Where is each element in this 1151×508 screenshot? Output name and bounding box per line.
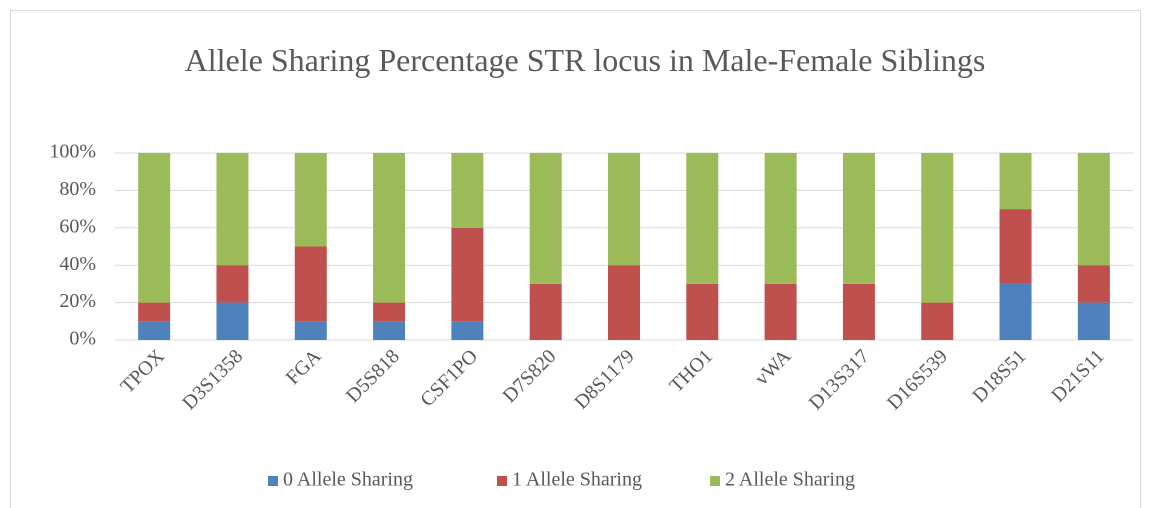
bar-segment: [373, 302, 406, 322]
bar-segment: [216, 153, 249, 266]
legend-label: 1 Allele Sharing: [512, 469, 642, 491]
bar-segment: [999, 209, 1032, 284]
bar-segment: [686, 283, 719, 340]
chart-border: [10, 10, 1141, 508]
y-tick-label: 60%: [59, 215, 96, 237]
legend-label: 2 Allele Sharing: [725, 469, 855, 491]
legend-swatch: [268, 476, 278, 486]
x-tick-label: THO1: [665, 345, 717, 397]
bar-segment: [529, 283, 562, 340]
x-tick-label: D8S1179: [570, 345, 638, 413]
bar-segment: [842, 283, 875, 340]
bar-segment: [373, 321, 406, 340]
x-tick-label: D5S818: [342, 345, 404, 407]
x-tick-label: D13S317: [805, 345, 874, 414]
bar-segment: [138, 302, 171, 322]
bar-segment: [921, 153, 954, 303]
x-tick-label: D16S539: [883, 345, 952, 414]
x-tick-label: D3S1358: [178, 345, 247, 414]
bar-segment: [608, 153, 640, 266]
x-tick-label: vWA: [751, 345, 796, 390]
bar-segment: [451, 227, 484, 322]
bar-segment: [373, 153, 406, 303]
legend-label: 0 Allele Sharing: [283, 469, 413, 491]
legend-swatch: [710, 476, 720, 486]
bar-segment: [842, 153, 875, 284]
y-tick-label: 40%: [59, 253, 96, 275]
bar-segment: [608, 265, 640, 340]
bar-segment: [529, 153, 562, 284]
bar-segment: [921, 302, 954, 340]
legend-swatch: [497, 476, 507, 486]
y-tick-label: 80%: [59, 178, 96, 200]
bar-segment: [294, 246, 327, 322]
bar-segment: [1077, 265, 1110, 303]
bar-segment: [216, 265, 249, 303]
x-tick-label: D18S51: [968, 345, 1030, 407]
bar-segment: [764, 283, 797, 340]
y-tick-label: 100%: [49, 141, 96, 163]
bar-segment: [1077, 302, 1110, 340]
y-tick-label: 0%: [69, 328, 96, 350]
bar-segment: [1077, 153, 1110, 266]
chart-title: Allele Sharing Percentage STR locus in M…: [184, 42, 986, 78]
bar-segment: [138, 321, 171, 340]
bar-segment: [451, 153, 484, 228]
x-tick-label: CSF1PO: [416, 345, 482, 411]
bar-segment: [764, 153, 797, 284]
bar-segment: [999, 283, 1032, 340]
bar-segment: [451, 321, 484, 340]
x-tick-label: TPOX: [116, 345, 169, 398]
bar-segment: [686, 153, 719, 284]
x-tick-label: D21S11: [1047, 345, 1108, 406]
bar-segment: [138, 153, 171, 303]
bar-segment: [294, 321, 327, 340]
y-tick-label: 20%: [59, 290, 96, 312]
bar-segment: [999, 153, 1032, 210]
x-tick-label: FGA: [282, 345, 326, 389]
bar-segment: [216, 302, 249, 340]
x-tick-label: D7S820: [499, 345, 561, 407]
bar-segment: [294, 153, 327, 247]
